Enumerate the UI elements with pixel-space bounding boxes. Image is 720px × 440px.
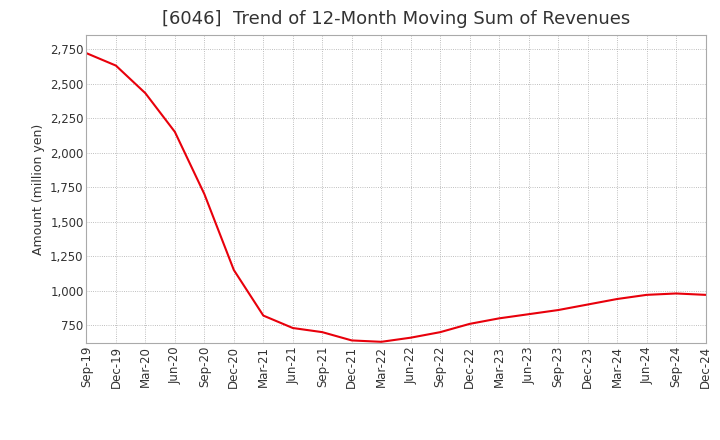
- Y-axis label: Amount (million yen): Amount (million yen): [32, 124, 45, 255]
- Title: [6046]  Trend of 12-Month Moving Sum of Revenues: [6046] Trend of 12-Month Moving Sum of R…: [162, 10, 630, 28]
